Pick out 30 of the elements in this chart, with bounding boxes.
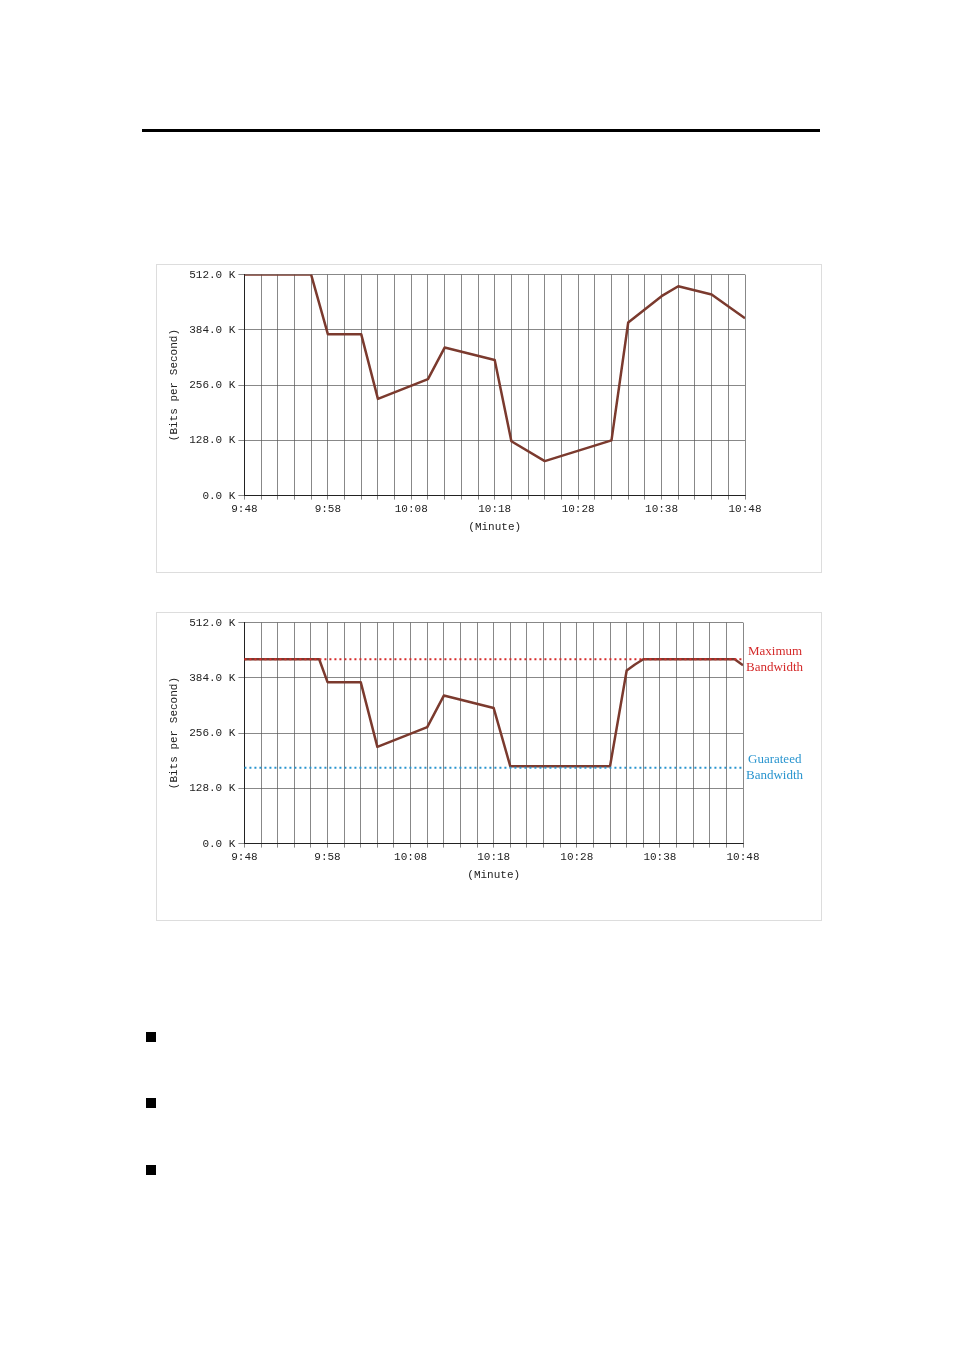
x-tick-label: 10:18 <box>477 851 511 864</box>
x-tick-label: 10:28 <box>561 503 595 516</box>
x-tick-label: 10:48 <box>726 851 760 864</box>
y-tick-label: 512.0 K <box>189 268 236 281</box>
y-tick-label: 0.0 K <box>202 489 236 502</box>
x-tick-label: 10:08 <box>394 851 428 864</box>
y-axis-title: (Bits per Second) <box>167 676 180 790</box>
x-tick-label: 10:08 <box>394 503 428 516</box>
x-tick-label: 9:48 <box>231 503 258 516</box>
x-tick-label: 10:48 <box>728 503 762 516</box>
x-axis-title: (Minute) <box>467 869 521 882</box>
x-tick-label: 10:38 <box>643 851 677 864</box>
ref-line-label: Maximum Bandwidth <box>746 642 804 674</box>
y-tick-label: 128.0 K <box>189 434 236 447</box>
y-tick-label: 384.0 K <box>189 323 236 336</box>
x-tick-label: 9:58 <box>314 503 342 516</box>
x-tick-label: 9:58 <box>314 851 341 864</box>
y-tick-label: 0.0 K <box>202 837 236 850</box>
ref-line-label: Guarateed Bandwidth <box>746 751 804 783</box>
x-tick-label: 10:18 <box>478 503 512 516</box>
y-tick-label: 128.0 K <box>189 782 236 795</box>
x-axis-title: (Minute) <box>468 521 522 534</box>
x-tick-label: 10:38 <box>645 503 679 516</box>
x-tick-label: 10:28 <box>560 851 594 864</box>
y-axis-title: (Bits per Second) <box>167 328 180 442</box>
y-tick-label: 512.0 K <box>189 616 236 629</box>
x-tick-label: 9:48 <box>231 851 258 864</box>
y-tick-label: 256.0 K <box>189 727 236 740</box>
y-tick-label: 384.0 K <box>189 671 236 684</box>
y-tick-label: 256.0 K <box>189 379 236 392</box>
